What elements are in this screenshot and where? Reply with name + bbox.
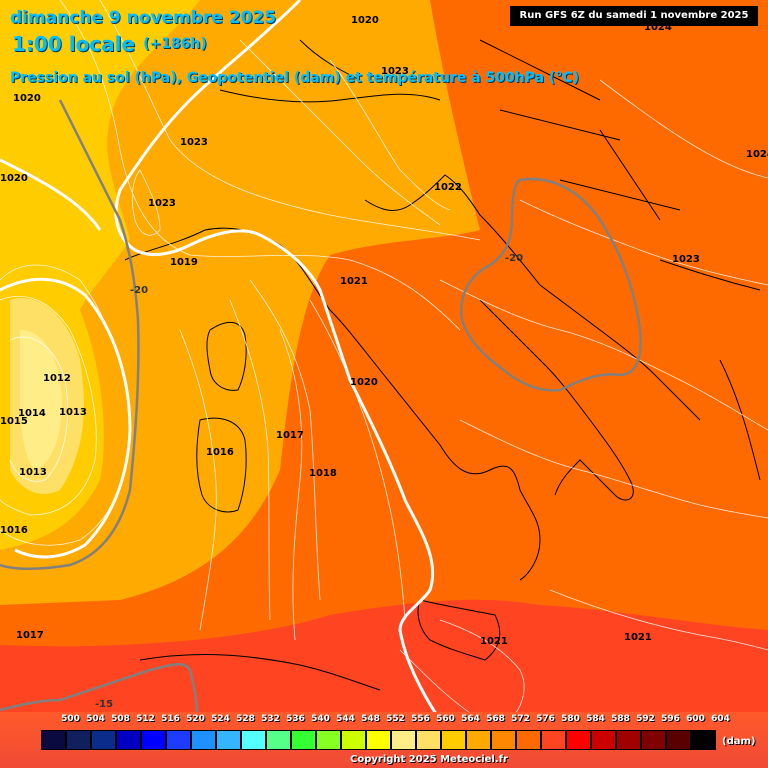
legend-tick-label: 560 <box>436 714 455 724</box>
legend-tick-label: 556 <box>411 714 430 724</box>
pressure-label: 1020 <box>351 15 379 26</box>
legend-swatch <box>116 730 141 750</box>
pressure-label: 1017 <box>276 430 304 441</box>
legend-tick-label: 600 <box>686 714 705 724</box>
legend-swatch <box>341 730 366 750</box>
pressure-label: 1023 <box>381 66 409 77</box>
pressure-label: 1022 <box>434 182 462 193</box>
geopotential-contours <box>0 0 442 721</box>
isobars <box>0 0 768 721</box>
legend-tick-label: 536 <box>286 714 305 724</box>
pressure-label: 1021 <box>340 276 368 287</box>
legend-swatch <box>566 730 591 750</box>
pressure-label: 1024 <box>644 22 672 33</box>
band-556 <box>20 330 62 470</box>
legend-tick-label: 540 <box>311 714 330 724</box>
pressure-label: 1017 <box>16 630 44 641</box>
coastlines <box>124 39 761 691</box>
legend-swatch <box>216 730 241 750</box>
legend-swatch <box>516 730 541 750</box>
isotherms <box>0 99 642 741</box>
legend-tick-label: 500 <box>61 714 80 724</box>
pressure-label: 1020 <box>13 93 41 104</box>
legend-tick-label: 520 <box>186 714 205 724</box>
legend-tick-label: 504 <box>86 714 105 724</box>
legend-swatch <box>366 730 391 750</box>
legend-tick-label: 580 <box>561 714 580 724</box>
pressure-label: 1014 <box>18 408 46 419</box>
legend-tick-label: 528 <box>236 714 255 724</box>
legend-unit: (dam) <box>722 736 756 747</box>
legend-swatch <box>466 730 491 750</box>
pressure-label: 1019 <box>170 257 198 268</box>
legend-swatch <box>91 730 116 750</box>
legend-swatch <box>691 730 716 750</box>
legend-tick-label: 588 <box>611 714 630 724</box>
legend-swatch <box>616 730 641 750</box>
legend-swatch <box>641 730 666 750</box>
legend-tick-label: 544 <box>336 714 355 724</box>
legend-swatch <box>416 730 441 750</box>
pressure-label: 1024 <box>746 149 768 160</box>
pressure-label: 1020 <box>350 377 378 388</box>
legend-swatch <box>66 730 91 750</box>
legend-swatch <box>191 730 216 750</box>
legend-swatch <box>441 730 466 750</box>
legend-swatch <box>291 730 316 750</box>
legend-swatch <box>591 730 616 750</box>
pressure-label: 1016 <box>206 447 234 458</box>
pressure-label: 1023 <box>148 198 176 209</box>
copyright: Copyright 2025 Meteociel.fr <box>350 754 508 765</box>
legend-swatch <box>166 730 191 750</box>
pressure-label: 1012 <box>43 373 71 384</box>
legend-tick-label: 516 <box>161 714 180 724</box>
run-banner: Run GFS 6Z du samedi 1 novembre 2025 <box>510 6 758 26</box>
legend-tick-label: 604 <box>711 714 730 724</box>
map-subtitle: Pression au sol (hPa), Geopotentiel (dam… <box>10 70 579 86</box>
legend-tick-label: 508 <box>111 714 130 724</box>
temperature-label: -20 <box>130 285 149 296</box>
legend-swatch <box>41 730 66 750</box>
legend-swatch <box>491 730 516 750</box>
legend-tick-label: 568 <box>486 714 505 724</box>
pressure-label: 1023 <box>672 254 700 265</box>
temperature-label: -20 <box>505 253 524 264</box>
map-time-value: 1:00 locale <box>12 32 136 56</box>
legend-tick-label: 512 <box>136 714 155 724</box>
legend-tick-label: 576 <box>536 714 555 724</box>
legend-swatch <box>241 730 266 750</box>
legend-tick-label: 564 <box>461 714 480 724</box>
legend-tick-label: 548 <box>361 714 380 724</box>
pressure-label: 1016 <box>0 525 28 536</box>
pressure-label: 1018 <box>309 468 337 479</box>
pressure-label: 1021 <box>624 632 652 643</box>
pressure-label: 1021 <box>480 636 508 647</box>
pressure-label: 1023 <box>180 137 208 148</box>
forecast-lead: (+186h) <box>143 36 207 52</box>
pressure-label: 1013 <box>19 467 47 478</box>
map-time: 1:00 locale (+186h) <box>12 32 207 56</box>
legend-swatch <box>316 730 341 750</box>
legend-swatch <box>266 730 291 750</box>
legend-tick-label: 552 <box>386 714 405 724</box>
legend-tick-label: 572 <box>511 714 530 724</box>
legend-tick-label: 524 <box>211 714 230 724</box>
map-date: dimanche 9 novembre 2025 <box>10 8 277 28</box>
legend-swatch <box>391 730 416 750</box>
temperature-label: -15 <box>95 699 114 710</box>
pressure-label: 1013 <box>59 407 87 418</box>
legend-swatch <box>141 730 166 750</box>
pressure-label: 1015 <box>0 416 28 427</box>
legend-swatch <box>666 730 691 750</box>
legend-swatch <box>541 730 566 750</box>
legend-tick-label: 596 <box>661 714 680 724</box>
legend-tick-label: 592 <box>636 714 655 724</box>
legend-tick-label: 532 <box>261 714 280 724</box>
pressure-label: 1020 <box>0 173 28 184</box>
legend-tick-label: 584 <box>586 714 605 724</box>
